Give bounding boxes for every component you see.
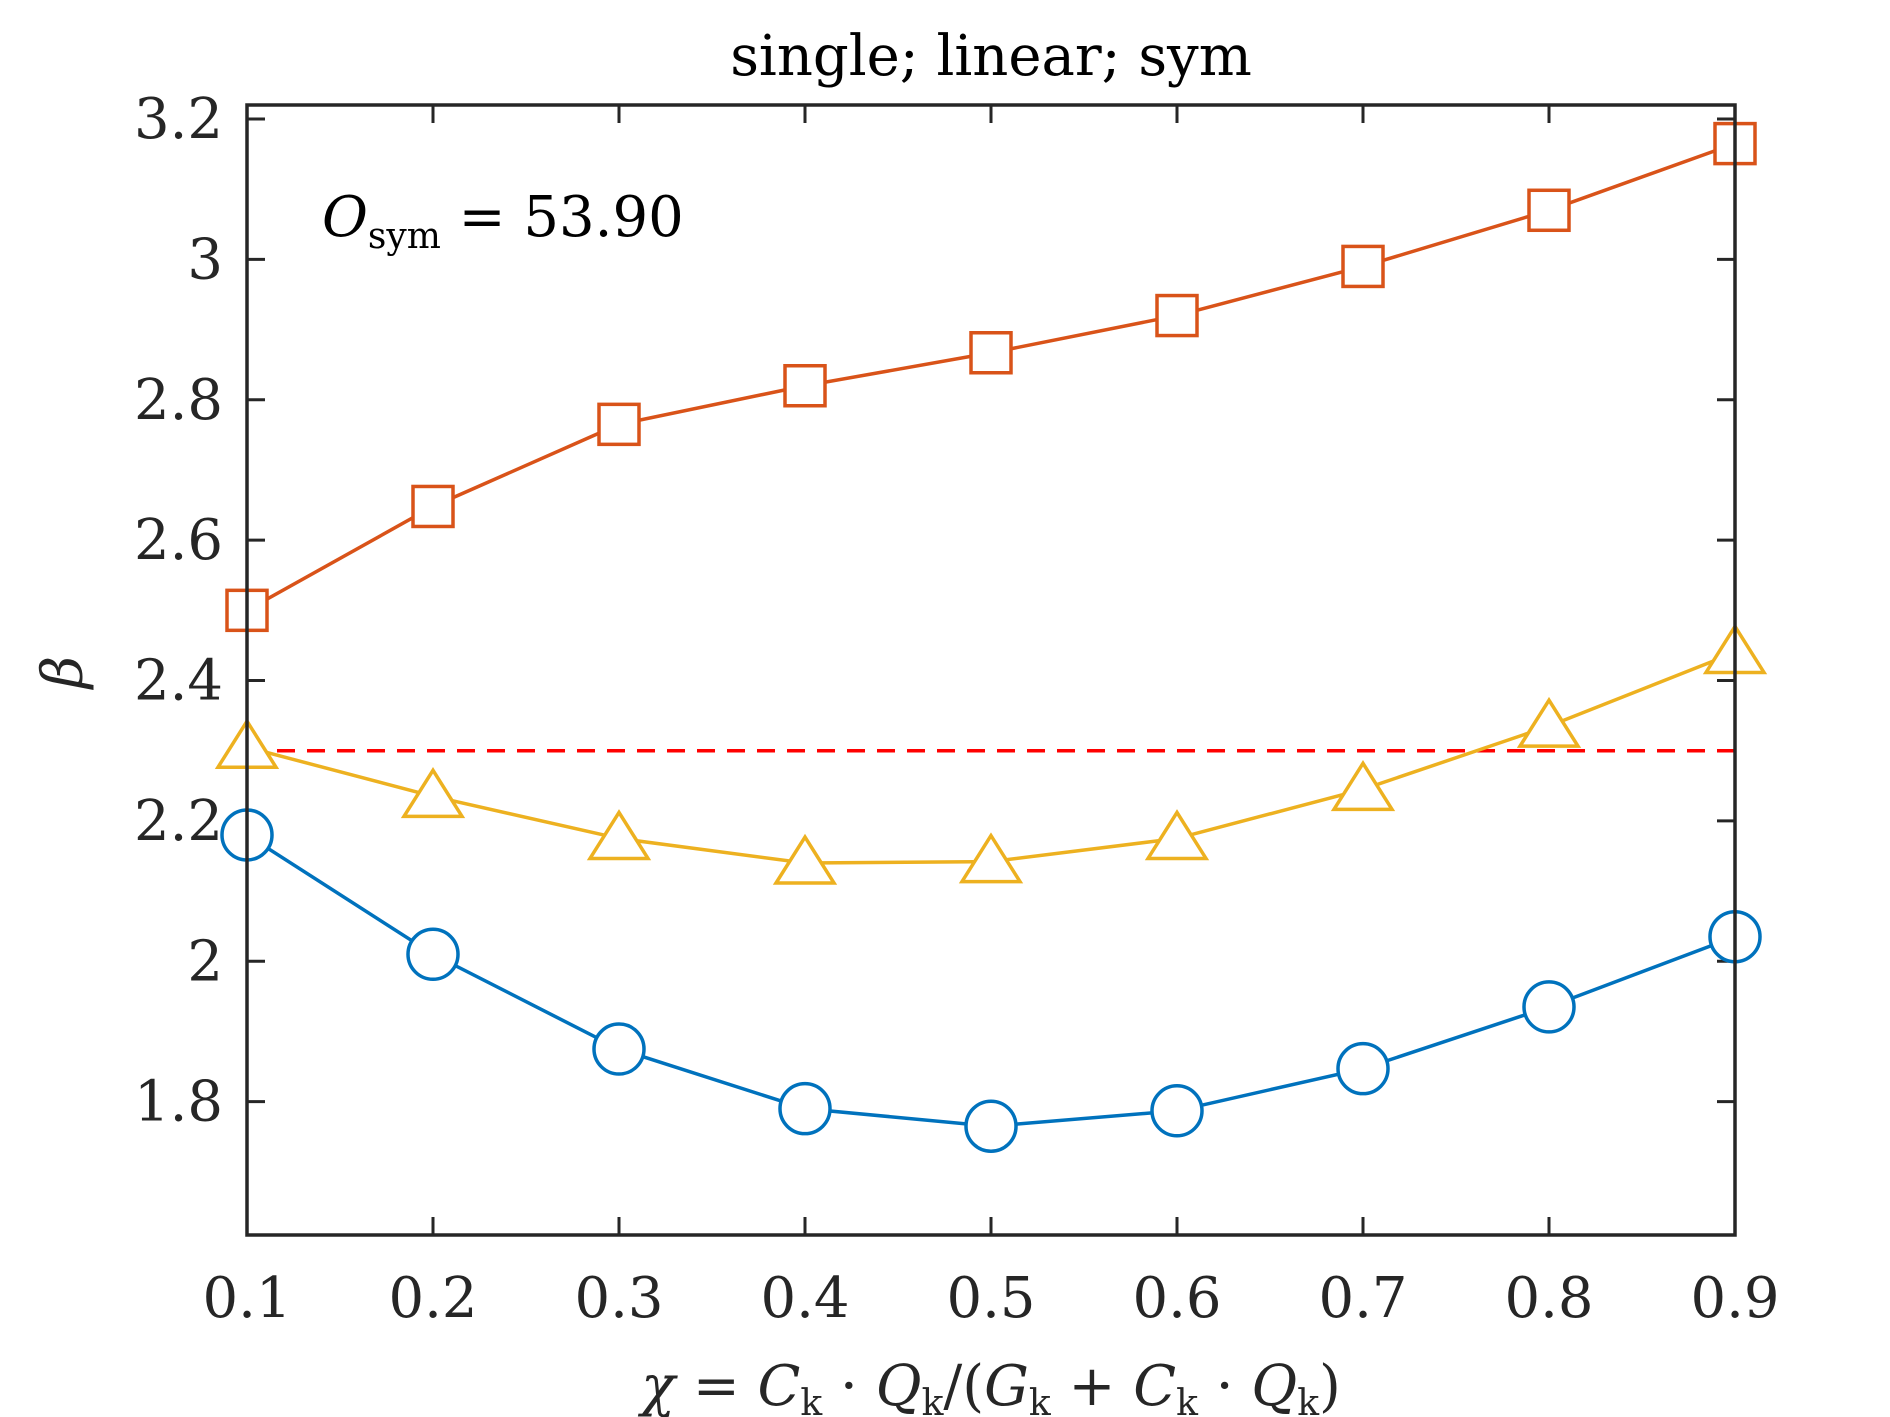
data-point-circle [964, 1099, 1018, 1153]
series-triangle [214, 623, 1768, 885]
data-point-circle [592, 1022, 646, 1076]
data-point-circle [778, 1081, 832, 1136]
y-tick-label: 2.8 [134, 368, 223, 433]
data-point-square [1155, 293, 1199, 338]
series-circle [220, 808, 1762, 1153]
x-tick-label: 0.4 [760, 1266, 849, 1331]
series-layer [214, 121, 1768, 1153]
plot-background [247, 105, 1735, 1235]
y-tick-label: 2 [187, 929, 223, 994]
x-tick-label: 0.2 [388, 1266, 477, 1331]
chart-title: single; linear; sym [730, 24, 1252, 89]
y-tick-label: 3 [187, 227, 223, 292]
y-tick-label: 2.2 [134, 789, 223, 854]
data-point-circle [1522, 980, 1576, 1034]
x-tick-label: 0.8 [1504, 1266, 1593, 1331]
data-point-triangle [1144, 809, 1210, 861]
y-tick-label: 2.4 [134, 649, 223, 714]
annotation-value: = 53.90 [441, 185, 684, 250]
data-point-triangle [586, 809, 652, 861]
annotation-objective: Osym = 53.90 [322, 185, 684, 257]
data-point-square [1341, 244, 1385, 289]
data-point-circle [1336, 1041, 1390, 1096]
y-tick-label: 2.6 [134, 508, 223, 573]
y-axis-label: β [31, 656, 96, 690]
x-tick-label: 0.9 [1690, 1266, 1779, 1331]
x-tick-label: 0.7 [1318, 1266, 1407, 1331]
data-point-triangle [1516, 696, 1582, 748]
data-point-square [1527, 188, 1571, 233]
annotation-symbol: O [322, 185, 368, 250]
data-point-square [411, 484, 455, 529]
data-point-circle [406, 927, 460, 982]
data-point-triangle [772, 833, 838, 885]
y-tick-labels: 1.8 2 2.2 2.4 2.6 2.8 3 3.2 [134, 87, 223, 1135]
y-tick-label: 1.8 [134, 1070, 223, 1135]
x-tick-labels: 0.1 0.2 0.3 0.4 0.5 0.6 0.7 0.8 0.9 [202, 1266, 1779, 1331]
data-point-triangle [400, 767, 466, 819]
data-point-square [597, 402, 641, 447]
annotation-subscript: sym [368, 216, 441, 257]
data-point-triangle [1330, 760, 1396, 812]
x-tick-label: 0.1 [202, 1266, 291, 1331]
data-point-triangle [958, 832, 1024, 884]
x-tick-label: 0.6 [1132, 1266, 1221, 1331]
x-tick-label: 0.3 [574, 1266, 663, 1331]
axes-box [245, 103, 1737, 1237]
y-tick-label: 3.2 [134, 87, 223, 152]
data-point-square [783, 363, 827, 408]
x-axis-label: χ = Ck · Qk/(Gk + Ck · Qk) [637, 1354, 1341, 1417]
x-tick-label: 0.5 [946, 1266, 1035, 1331]
data-point-square [969, 331, 1013, 375]
series-square [225, 121, 1757, 633]
data-point-circle [1150, 1084, 1204, 1138]
